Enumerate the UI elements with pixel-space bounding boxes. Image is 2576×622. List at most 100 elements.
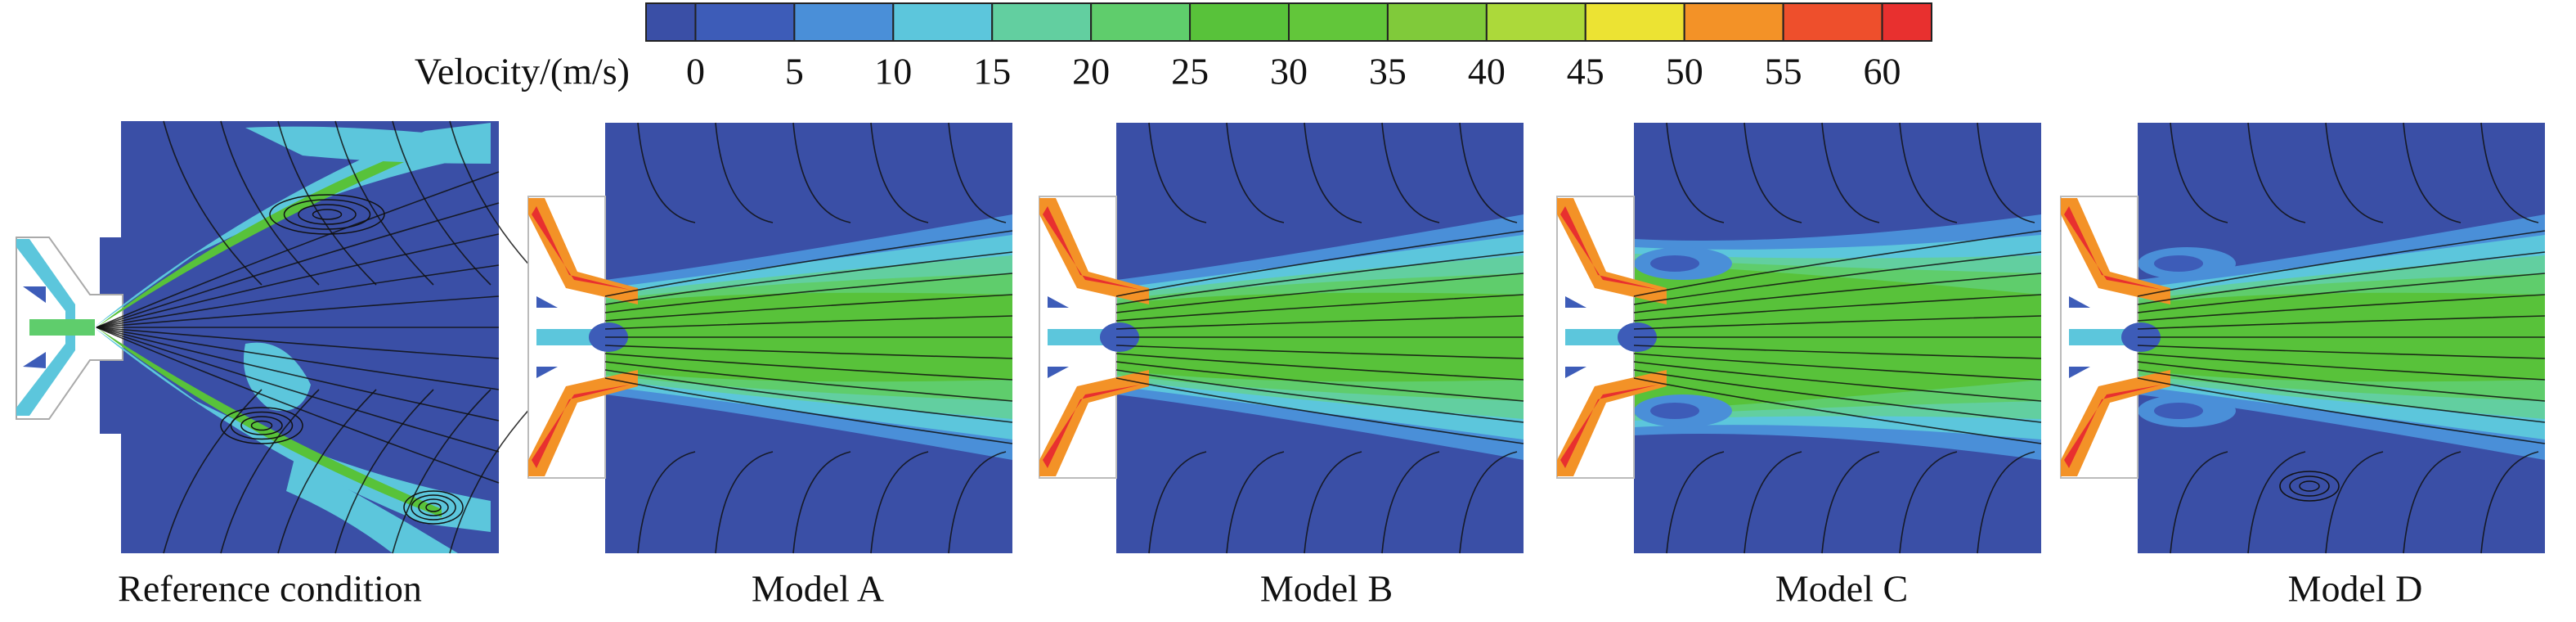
colorbar-tick-label: 35 <box>1369 51 1407 92</box>
panel-label: Reference condition <box>118 568 422 610</box>
streamline <box>1304 122 1362 223</box>
recirculation-core <box>2154 403 2203 419</box>
nozzle-vane <box>2069 367 2090 378</box>
recirculation-core <box>1650 403 1699 419</box>
streamline <box>96 327 500 390</box>
streamline <box>1115 345 1524 359</box>
streamline <box>604 273 1013 313</box>
nozzle-vane <box>1048 296 1069 308</box>
streamline <box>220 120 320 286</box>
streamline <box>96 202 500 328</box>
nozzle-channel <box>528 370 638 476</box>
streamline <box>2137 345 2546 359</box>
nozzle-channel <box>2061 370 2170 476</box>
colorbar-segment <box>793 2 895 42</box>
vortex <box>425 503 442 512</box>
streamline <box>1115 315 1524 330</box>
streamline <box>2170 122 2228 223</box>
streamline <box>1148 122 1207 223</box>
nozzle-channel <box>528 198 638 304</box>
colorbar-segment <box>991 2 1093 42</box>
colorbar-segment <box>1090 2 1192 42</box>
colorbar-segment <box>1782 2 1883 42</box>
streamline <box>96 295 500 328</box>
streamline <box>715 451 774 554</box>
colorbar-segment <box>1584 2 1685 42</box>
streamline <box>96 171 500 328</box>
colorbar-tick-label: 45 <box>1567 51 1604 92</box>
colorbar-tick-label: 50 <box>1666 51 1703 92</box>
vortex <box>250 420 273 431</box>
colorbar-tick-label: 25 <box>1171 51 1209 92</box>
streamline <box>392 389 491 554</box>
streamline <box>277 120 377 286</box>
colorbar-tick-label: 10 <box>874 51 912 92</box>
streamline <box>1226 451 1285 554</box>
streamline <box>163 389 263 554</box>
vortex <box>2299 480 2320 492</box>
streamline <box>220 389 320 554</box>
streamline <box>1899 122 1958 223</box>
streamline <box>392 120 491 286</box>
streamline <box>637 122 696 223</box>
low-speed-zone <box>286 458 458 553</box>
streamline <box>948 122 1007 223</box>
streamline <box>163 120 263 286</box>
colorbar-tick-label: 55 <box>1765 51 1802 92</box>
vortex <box>2289 476 2330 497</box>
streamline <box>1115 273 1524 313</box>
colorbar-segment <box>1485 2 1586 42</box>
nozzle-channel <box>1039 370 1149 476</box>
vortex <box>269 194 385 235</box>
streamline <box>1633 251 2042 305</box>
colorbar-tick-label: 40 <box>1468 51 1506 92</box>
streamline <box>948 451 1007 554</box>
streamline <box>1148 451 1207 554</box>
nozzle-channel <box>1039 198 1149 304</box>
recirculation-core <box>2154 255 2203 272</box>
nozzle-vane <box>536 367 558 378</box>
streamline <box>2137 369 2546 423</box>
streamline <box>2137 315 2546 330</box>
shear-core <box>96 327 442 517</box>
panel-reference <box>16 120 549 554</box>
streamline <box>1459 122 1518 223</box>
vortex <box>220 407 303 444</box>
streamline <box>2137 230 2546 297</box>
colorbar-segment <box>1386 2 1488 42</box>
streamline <box>1744 122 1802 223</box>
vortex <box>403 490 464 525</box>
streamline <box>604 377 1013 444</box>
streamline <box>604 315 1013 330</box>
streamline <box>2247 451 2306 554</box>
streamline <box>1304 451 1362 554</box>
streamline <box>1977 122 2035 223</box>
panel-model <box>1039 122 1524 554</box>
colorbar-tick-label: 30 <box>1270 51 1308 92</box>
streamline <box>1821 122 1880 223</box>
streamline <box>2403 122 2462 223</box>
shear-layer <box>94 123 491 327</box>
vortex <box>312 209 343 220</box>
colorbar-segment <box>1881 2 1933 42</box>
colorbar-tick-label: 15 <box>973 51 1011 92</box>
streamline <box>1977 451 2035 554</box>
streamline <box>637 451 696 554</box>
streamline <box>2325 122 2384 223</box>
nozzle-channel <box>16 239 75 416</box>
recirculation-core <box>1650 255 1699 272</box>
streamline <box>1633 315 2042 330</box>
nozzle-core <box>1565 329 1634 345</box>
vortex <box>2279 471 2340 502</box>
nozzle-vane <box>536 296 558 308</box>
streamline <box>604 251 1013 305</box>
nozzle-core <box>536 329 605 345</box>
streamline <box>1226 122 1285 223</box>
nozzle-vane <box>1565 367 1586 378</box>
nozzle-gap <box>23 286 46 368</box>
streamline <box>604 353 1013 381</box>
panel-label: Model D <box>2288 568 2423 610</box>
streamline <box>1381 451 1440 554</box>
streamline <box>1744 451 1802 554</box>
streamline <box>1115 361 1524 402</box>
